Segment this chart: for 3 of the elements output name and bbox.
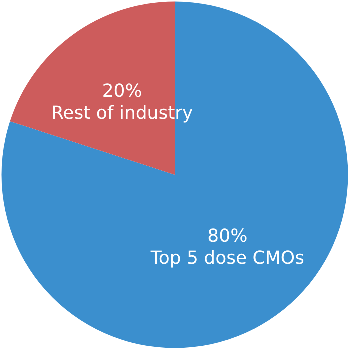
data-label: 80%	[208, 226, 248, 248]
slice-label: Top 5 dose CMOs	[150, 248, 304, 270]
data-label: 20%	[102, 80, 142, 102]
